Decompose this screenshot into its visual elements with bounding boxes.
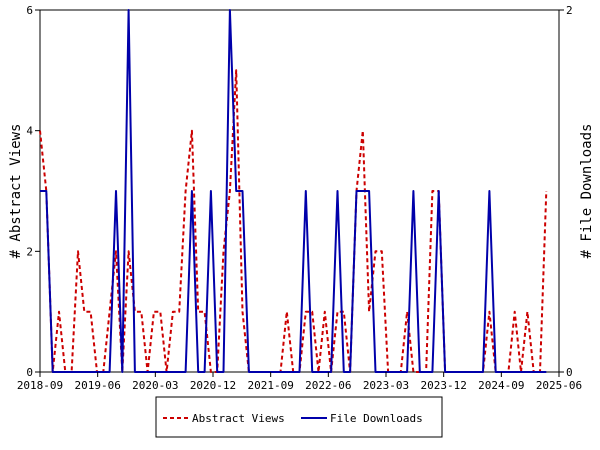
x-tick-label: 2020-03 (132, 379, 178, 392)
y-left-tick-label: 2 (26, 245, 33, 258)
legend: Abstract Views File Downloads (155, 396, 443, 438)
legend-label-file-downloads: File Downloads (330, 412, 423, 425)
x-tick-label: 2025-06 (536, 379, 582, 392)
plot-frame (39, 9, 560, 373)
y-right-axis-title: # File Downloads (579, 124, 595, 259)
x-tick-label: 2023-03 (363, 379, 409, 392)
x-tick-label: 2022-06 (305, 379, 351, 392)
x-tick-label: 2023-12 (420, 379, 466, 392)
x-tick-label: 2019-06 (74, 379, 120, 392)
series-layer (39, 9, 548, 373)
x-tick-label: 2024-09 (478, 379, 524, 392)
y-left-tick-label: 6 (26, 4, 33, 17)
ticks-layer: 2018-09 2019-06 2020-03 2020-12 2021-09 2022-… (17, 4, 582, 392)
series-line-file-downloads (40, 9, 547, 373)
y-left-tick-label: 4 (26, 125, 33, 138)
x-tick-label: 2020-12 (190, 379, 236, 392)
y-left-tick-label: 0 (26, 366, 33, 379)
y-left-axis-title: # Abstract Views (8, 124, 24, 259)
legend-label-abstract-views: Abstract Views (192, 412, 285, 425)
y-right-tick-label: 0 (566, 366, 573, 379)
y-right-tick-label: 2 (566, 4, 573, 17)
x-tick-label: 2018-09 (17, 379, 63, 392)
legend-box (155, 396, 443, 438)
x-tick-label: 2021-09 (247, 379, 293, 392)
